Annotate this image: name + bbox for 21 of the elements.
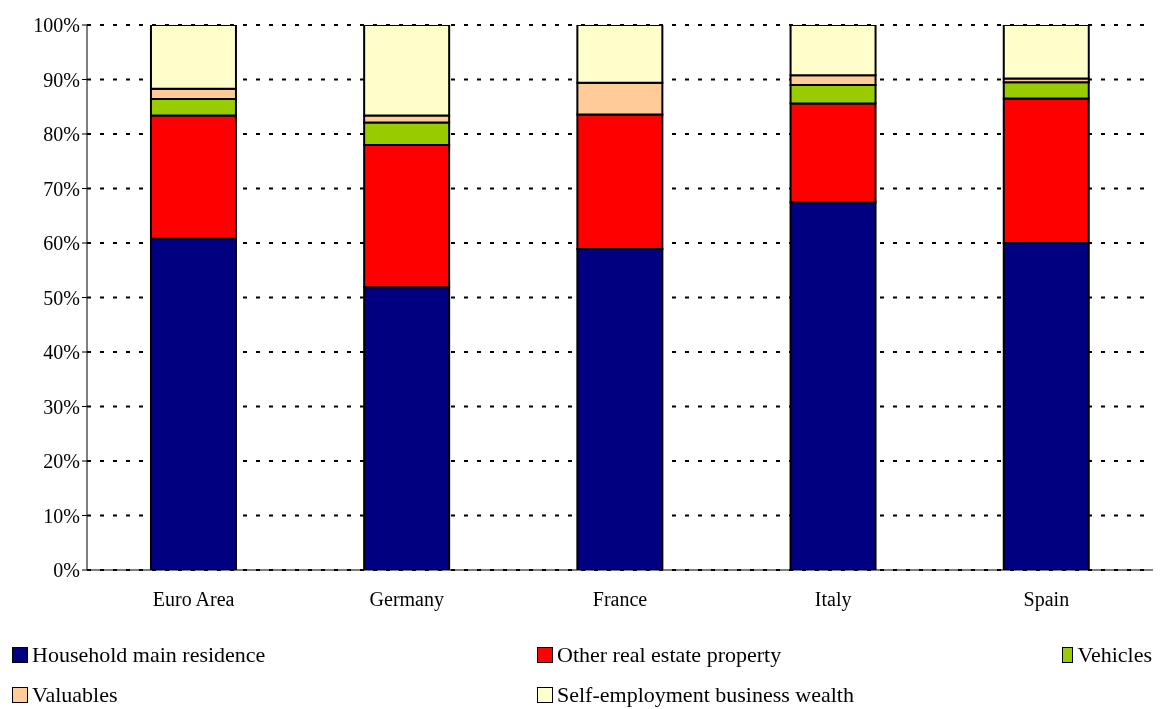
- y-tick-label: 30%: [43, 395, 80, 418]
- x-tick-label: France: [592, 588, 648, 611]
- y-tick-label: 100%: [33, 14, 80, 37]
- x-tick-label: Spain: [1023, 588, 1070, 612]
- x-tick-label: Italy: [814, 588, 852, 612]
- legend-label: Household main residence: [32, 642, 266, 668]
- x-tick-label: Germany: [369, 588, 445, 612]
- x-tick-label: Euro Area: [152, 588, 235, 611]
- y-tick-label: 0%: [53, 559, 80, 582]
- y-tick-label: 40%: [43, 341, 80, 364]
- legend-label: Vehicles: [1077, 642, 1152, 668]
- y-tick-label: 60%: [43, 232, 80, 255]
- y-tick-label: 10%: [43, 504, 80, 527]
- legend-label: Other real estate property: [557, 642, 782, 668]
- y-tick-label: 20%: [43, 450, 80, 473]
- legend-label: Valuables: [32, 682, 118, 708]
- y-tick-label: 70%: [43, 177, 80, 200]
- y-tick-label: 80%: [43, 123, 80, 146]
- legend-label: Self-employment business wealth: [557, 682, 854, 708]
- y-tick-label: 90%: [43, 68, 80, 91]
- y-tick-label: 50%: [43, 286, 80, 309]
